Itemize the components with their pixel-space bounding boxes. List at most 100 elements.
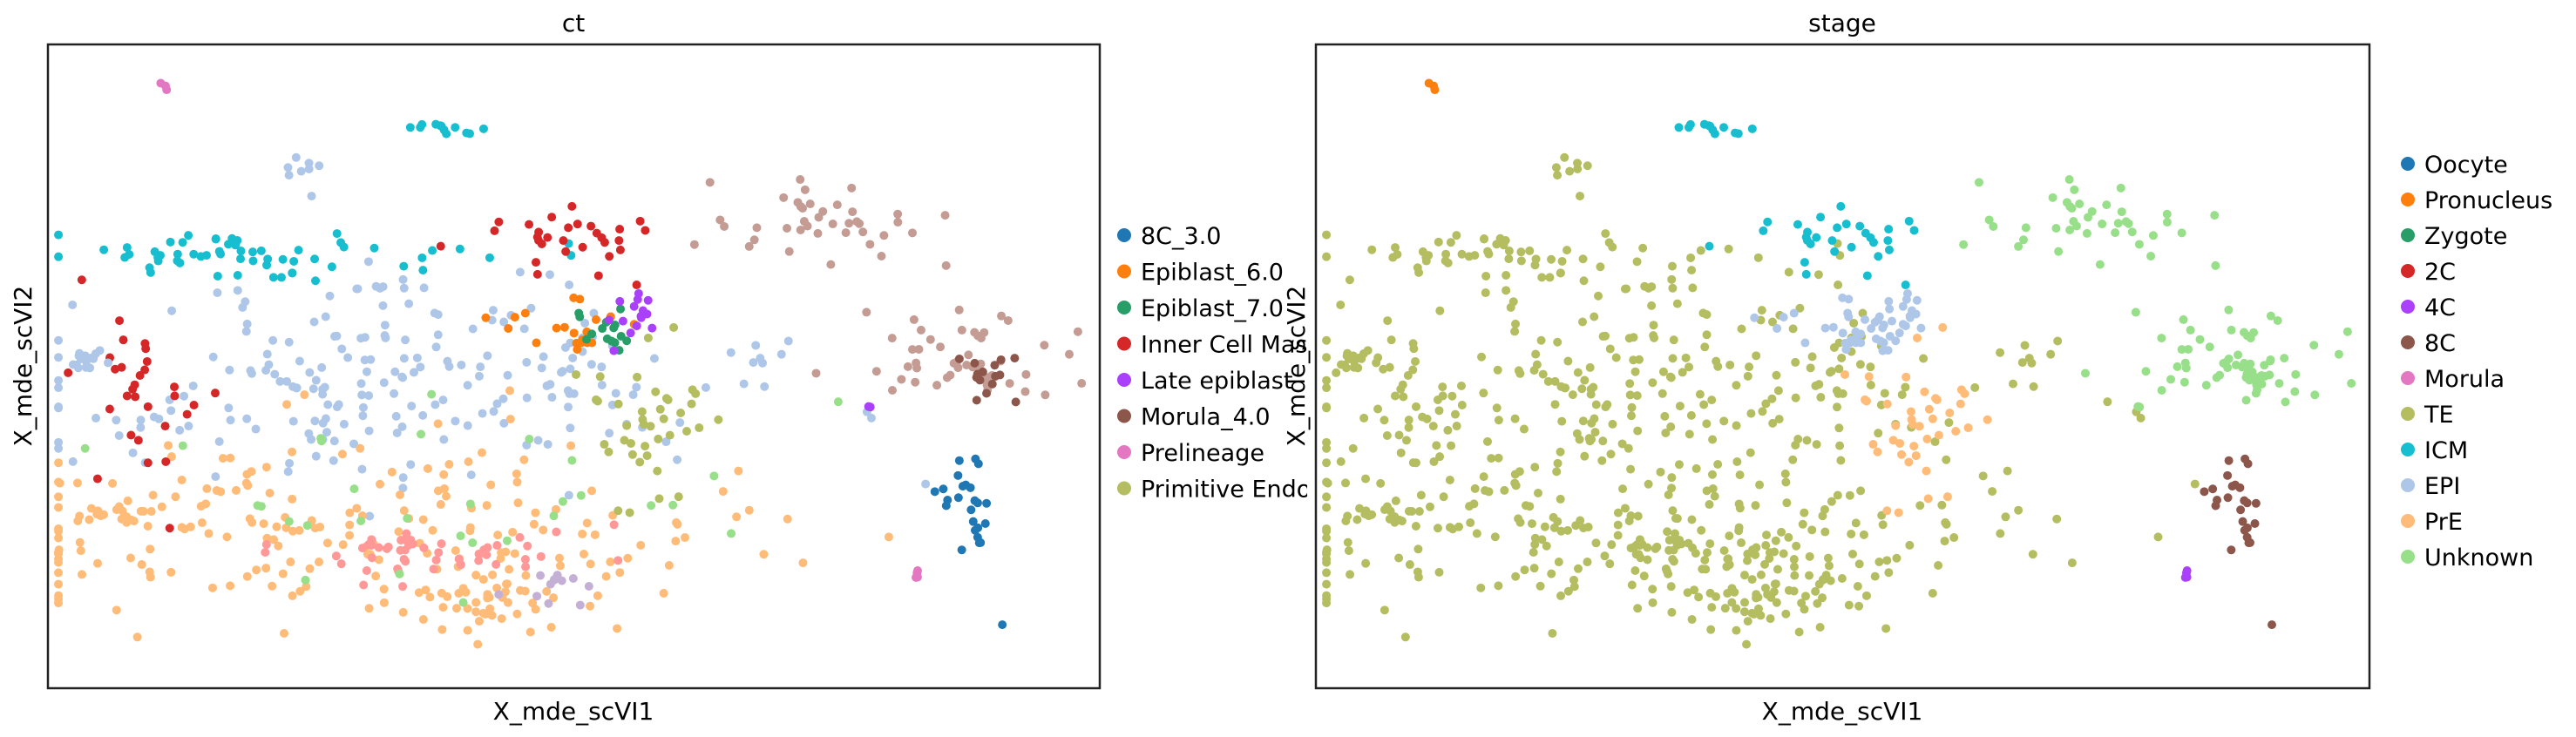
data-point: [1779, 313, 1788, 322]
data-point: [1883, 236, 1893, 246]
data-point: [1708, 435, 1718, 444]
data-point: [586, 601, 595, 611]
data-point: [1695, 389, 1705, 399]
data-point: [1511, 319, 1521, 328]
data-point: [649, 354, 659, 363]
data-point: [2266, 355, 2275, 364]
data-point: [468, 324, 478, 334]
data-point: [428, 525, 437, 535]
data-point: [665, 430, 675, 440]
data-point: [153, 256, 163, 266]
data-point: [1476, 583, 1486, 592]
data-point: [1710, 129, 1719, 139]
data-point: [521, 562, 531, 571]
data-point: [1757, 306, 1766, 315]
data-point: [1678, 368, 1687, 377]
data-point: [760, 382, 769, 391]
data-point: [1719, 123, 1729, 132]
data-point: [75, 538, 85, 547]
data-point: [796, 226, 805, 235]
data-point: [1535, 581, 1545, 591]
data-point: [865, 240, 875, 249]
data-point: [310, 254, 320, 264]
data-point: [1861, 314, 1870, 324]
data-point: [1525, 502, 1535, 511]
data-point: [2190, 479, 2200, 489]
data-point: [1322, 598, 1332, 608]
data-point: [616, 304, 626, 314]
data-point: [1928, 414, 1937, 423]
data-point: [311, 276, 321, 286]
data-point: [1660, 411, 1670, 421]
data-point: [1667, 607, 1677, 617]
data-point: [897, 375, 906, 384]
data-point: [1820, 323, 1830, 333]
data-point: [1901, 382, 1910, 392]
data-point: [1560, 152, 1569, 162]
data-point: [1881, 624, 1891, 633]
data-point: [1855, 360, 1865, 369]
data-point: [1898, 301, 1908, 311]
data-point: [142, 356, 152, 366]
data-point: [314, 558, 323, 567]
data-point: [436, 241, 445, 251]
data-point: [1805, 551, 1814, 561]
data-point: [2053, 336, 2063, 346]
data-point: [278, 569, 288, 578]
data-point: [1667, 274, 1677, 284]
data-point: [512, 469, 521, 478]
data-point: [2181, 363, 2191, 373]
data-point: [1633, 426, 1643, 436]
data-point: [2244, 538, 2254, 548]
data-point: [593, 591, 602, 600]
data-point: [423, 463, 432, 473]
data-point: [491, 559, 501, 569]
data-point: [492, 541, 502, 551]
data-point: [378, 301, 388, 310]
data-point: [565, 389, 574, 398]
data-point: [259, 519, 268, 529]
data-point: [1484, 249, 1494, 259]
data-point: [510, 313, 519, 322]
data-point: [714, 415, 723, 424]
data-point: [582, 335, 592, 344]
data-point: [463, 421, 472, 430]
data-point: [2153, 532, 2163, 542]
data-point: [2273, 315, 2282, 325]
data-point: [1666, 582, 1676, 592]
data-point: [315, 523, 325, 532]
data-point: [1322, 477, 1332, 487]
data-point: [236, 247, 246, 256]
data-point: [1727, 584, 1737, 593]
data-point: [2173, 362, 2182, 371]
data-point: [1040, 341, 1049, 350]
data-point: [1632, 391, 1642, 401]
data-point: [438, 603, 448, 612]
data-point: [2223, 493, 2233, 503]
data-point: [1841, 345, 1851, 355]
data-point: [1758, 407, 1767, 416]
data-point: [2245, 375, 2254, 385]
data-point: [907, 228, 917, 238]
y-axis-label-ct: X_mde_scVI2: [9, 286, 37, 447]
legend-stage: Oocyte Pronucleus Zygote 2C 4C 8C Morula TE ICM E…: [2401, 152, 2552, 571]
data-point: [54, 526, 64, 536]
data-point: [1854, 601, 1864, 611]
data-point: [987, 379, 997, 389]
data-point: [1830, 247, 1840, 256]
data-point: [1702, 310, 1712, 320]
data-point: [732, 512, 742, 522]
data-point: [2240, 454, 2250, 463]
data-point: [1514, 514, 1523, 524]
data-point: [356, 516, 366, 525]
data-point: [474, 371, 484, 381]
data-point: [2052, 514, 2062, 524]
data-point: [129, 517, 139, 526]
data-point: [615, 568, 625, 578]
data-point: [909, 314, 919, 324]
data-point: [207, 583, 217, 592]
data-point: [1434, 406, 1444, 416]
data-point: [1740, 598, 1750, 607]
data-point: [2240, 328, 2249, 337]
data-point: [1773, 386, 1783, 396]
